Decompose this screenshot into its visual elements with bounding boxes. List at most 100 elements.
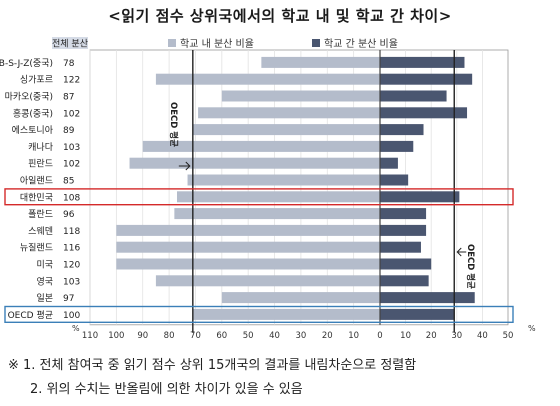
x-tick-label: 0 <box>377 331 382 341</box>
bar-within <box>155 73 380 85</box>
bar-within <box>192 308 380 320</box>
highlight-box <box>4 188 514 206</box>
category-label: 아일랜드 <box>20 176 53 187</box>
reference-arrow-within <box>178 161 191 171</box>
x-tick-label: 30 <box>295 331 306 341</box>
category-label: OECD 평균 <box>8 310 53 321</box>
total-variance-label: 103 <box>63 277 80 287</box>
x-unit-left: % <box>72 324 80 333</box>
bar-within <box>261 56 380 68</box>
total-variance-label: 97 <box>63 294 74 304</box>
x-tick-label: 100 <box>108 331 124 341</box>
x-tick-label: 10 <box>400 331 411 341</box>
highlight-box <box>4 305 514 324</box>
bar-within <box>116 224 380 236</box>
footnote-2: 2. 위의 수치는 반올림에 의한 차이가 있을 수 있음 <box>30 382 303 397</box>
x-tick-label: 20 <box>426 331 437 341</box>
category-label: 미국 <box>36 260 53 271</box>
bar-between <box>380 56 465 68</box>
bar-between <box>380 73 473 85</box>
category-label: 캐나다 <box>28 142 54 153</box>
reference-arrow-between <box>456 247 467 257</box>
bar-between <box>380 191 460 203</box>
bar-between <box>380 308 455 320</box>
total-variance-label: 103 <box>63 143 80 153</box>
bar-within <box>116 258 380 270</box>
bar-within <box>142 140 380 152</box>
total-variance-label: 85 <box>63 177 74 187</box>
category-label: 스웨덴 <box>28 225 53 237</box>
bar-between <box>380 275 429 287</box>
x-tick-label: 90 <box>137 331 148 341</box>
legend-label-within: 학교 내 분산 비율 <box>180 38 254 50</box>
legend-swatch-between <box>312 39 320 47</box>
score-column-header: 전체 분산 <box>52 39 88 50</box>
total-variance-label: 108 <box>63 193 80 203</box>
category-label: 뉴질랜드 <box>20 242 53 254</box>
x-tick-label: 40 <box>477 331 488 341</box>
category-label: 핀란드 <box>28 158 53 170</box>
bar-between <box>380 174 409 186</box>
bar-between <box>380 140 414 152</box>
bar-between <box>380 292 475 304</box>
bar-between <box>380 208 427 220</box>
category-label: 영국 <box>36 276 53 287</box>
bar-between <box>380 124 424 136</box>
bar-within <box>155 275 380 287</box>
x-unit-right: % <box>528 324 536 333</box>
x-tick-label: 20 <box>322 331 333 341</box>
bar-within <box>221 90 380 102</box>
total-variance-label: 100 <box>63 311 80 321</box>
legend-swatch-within <box>168 39 176 47</box>
reference-label-within: OECD 평균 <box>168 102 179 147</box>
x-tick-label: 50 <box>503 331 514 341</box>
bar-within <box>174 208 380 220</box>
bar-within <box>221 292 380 304</box>
category-label: 에스토니아 <box>12 125 54 136</box>
category-label: 마카오(중국) <box>5 92 53 103</box>
x-tick-label: 110 <box>82 331 98 341</box>
total-variance-label: 116 <box>63 244 80 254</box>
x-tick-label: 30 <box>451 331 462 341</box>
x-tick-label: 80 <box>164 331 175 341</box>
bar-within <box>187 174 380 186</box>
bar-between <box>380 241 421 253</box>
legend-label-between: 학교 간 분산 비율 <box>324 38 398 50</box>
category-label: 대한민국 <box>20 192 53 203</box>
bar-between <box>380 157 398 169</box>
x-tick-label: 50 <box>243 331 254 341</box>
total-variance-label: 78 <box>63 59 75 69</box>
category-label: 싱가포르 <box>20 75 53 86</box>
total-variance-label: 122 <box>63 76 80 86</box>
category-label: 폴란드 <box>28 208 53 220</box>
x-tick-label: 40 <box>269 331 280 341</box>
total-variance-label: 118 <box>63 227 80 237</box>
x-tick-label: 10 <box>348 331 359 341</box>
total-variance-label: 87 <box>63 93 74 103</box>
total-variance-label: 120 <box>63 261 80 271</box>
bar-between <box>380 107 468 119</box>
bar-between <box>380 224 427 236</box>
category-label: 일본 <box>36 293 53 304</box>
x-tick-label: 60 <box>216 331 227 341</box>
total-variance-label: 89 <box>63 126 75 136</box>
total-variance-label: 102 <box>63 109 80 119</box>
category-label: B-S-J-Z(중국) <box>0 58 53 69</box>
reference-label-between: OECD 평균 <box>465 244 476 289</box>
bar-within <box>129 157 380 169</box>
x-tick-label: 70 <box>190 331 201 341</box>
bar-between <box>380 258 432 270</box>
category-label: 홍콩(중국) <box>13 107 53 119</box>
bar-within <box>116 241 380 253</box>
bar-within <box>198 107 380 119</box>
bar-within <box>192 124 380 136</box>
footnote-1: ※ 1. 전체 참여국 중 읽기 점수 상위 15개국의 결과를 내림차순으로 … <box>8 358 417 373</box>
chart-canvas: 학교 내 분산 비율 학교 간 분산 비율 전체 분산 B-S-J-Z(중국) 78 싱가… <box>0 37 536 341</box>
bar-within <box>177 191 380 203</box>
bar-between <box>380 90 447 102</box>
score-header-bg <box>52 37 88 49</box>
chart-title: <읽기 점수 상위국에서의 학교 내 및 학교 간 차이> <box>108 7 452 25</box>
total-variance-label: 96 <box>63 210 75 220</box>
total-variance-label: 102 <box>63 160 80 170</box>
